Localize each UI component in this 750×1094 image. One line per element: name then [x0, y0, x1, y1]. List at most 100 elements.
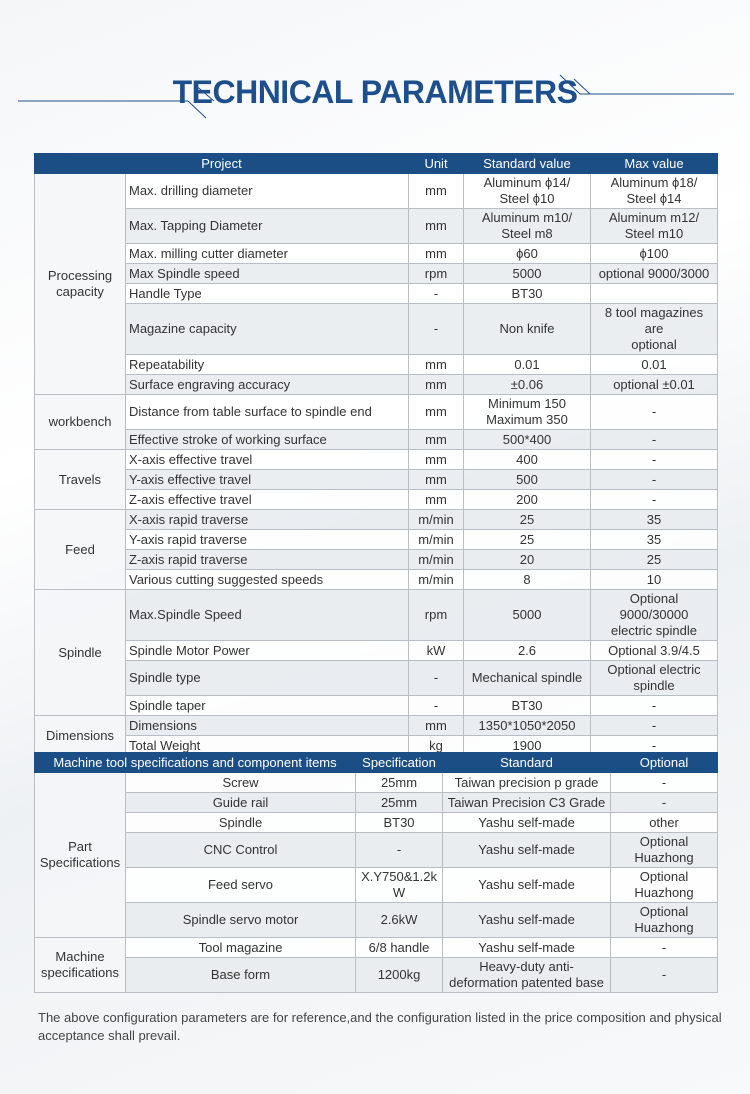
table-row: Part Specifications Screw 25mm Taiwan precis…	[34, 772, 719, 938]
table-row: workbench Distance from table surface to …	[34, 394, 718, 450]
header-cell: Standard value	[463, 153, 591, 174]
parameter-table: Project Unit Standard value Max value Proces…	[34, 153, 718, 756]
table-cell	[590, 283, 718, 304]
group-cell: Machine specifications	[34, 937, 126, 993]
cell-line: Steel ϕ14	[626, 191, 682, 206]
table-cell: Repeatability	[125, 354, 409, 375]
table-cell: Mechanical spindle	[463, 660, 591, 696]
table-cell: 2.6kW	[355, 902, 444, 938]
group-cell: workbench	[34, 394, 126, 450]
table-row: Max. milling cutter diameter mm ϕ60 ϕ100	[35, 243, 718, 264]
table-cell: BT30	[463, 283, 591, 304]
group-cell: Travels	[34, 449, 126, 510]
table-cell: 25mm	[355, 792, 444, 813]
table-row: Magazine capacity - Non knife 8 tool magazi…	[35, 303, 718, 355]
cell-line: Optional electric	[607, 662, 701, 677]
table-cell: 8	[463, 569, 591, 590]
table-cell: BT30	[463, 695, 591, 716]
table-cell: -	[610, 937, 719, 958]
table-cell: 25	[463, 529, 591, 550]
table-cell: 25	[590, 549, 718, 570]
table-cell: 2.6	[463, 640, 591, 661]
table-cell: Z-axis rapid traverse	[125, 549, 409, 570]
table-cell: Various cutting suggested speeds	[125, 569, 409, 590]
table-row: Feed servo X.Y750&1.2k W Yashu self-made Opt…	[35, 867, 719, 903]
cell-line: Steel m10	[624, 226, 684, 241]
cell-line: 8 tool magazines are	[604, 305, 704, 336]
table-cell: Distance from table surface to spindle e…	[125, 394, 409, 430]
table-cell: Optional Huazhong	[610, 832, 719, 868]
cell-line: Optional	[639, 834, 689, 849]
table-cell: mm	[408, 715, 464, 736]
table-cell: -	[590, 695, 718, 716]
group-cell: Feed	[34, 509, 126, 590]
table-cell: 5000	[463, 589, 591, 641]
table-cell: Guide rail	[124, 792, 357, 813]
rule	[559, 74, 734, 95]
table-row: Base form 1200kg Heavy-duty anti-deformati…	[35, 957, 719, 993]
table-row: Spindle BT30 Yashu self-made other	[35, 812, 719, 833]
cell-line: Minimum 150	[487, 396, 567, 411]
table-cell: Max Spindle speed	[125, 263, 409, 284]
header-cell: Specification	[355, 752, 444, 773]
cell-line: Machine	[55, 949, 105, 964]
table-cell: Effective stroke of working surface	[125, 429, 409, 450]
table-cell: 25mm	[355, 772, 444, 793]
table-cell: BT30	[355, 812, 444, 833]
header-cell: Optional	[610, 752, 719, 773]
cell-line: Heavy-duty anti-	[479, 959, 574, 974]
table-cell: Yashu self-made	[442, 832, 612, 868]
table-row: Spindle Motor Power kW 2.6 Optional 3.9/4.5	[35, 640, 718, 661]
table-cell: -	[408, 303, 464, 355]
cell-line: Optional	[639, 869, 689, 884]
cell-line: Steel ϕ10	[499, 191, 555, 206]
table-cell: rpm	[408, 589, 464, 641]
table-row: Z-axis rapid traverse m/min 20 25	[35, 549, 718, 570]
table-cell: Yashu self-made	[442, 937, 612, 958]
table-cell: Optional electric spindle	[590, 660, 718, 696]
table-cell: Aluminum ϕ18/Steel ϕ14	[590, 173, 718, 209]
page-title: TECHNICAL PARAMETERS	[172, 74, 578, 110]
table-cell: ±0.06	[463, 374, 591, 395]
cell-line: W	[392, 885, 406, 900]
table-row: Repeatability mm 0.01 0.01	[35, 354, 718, 375]
table-row: Spindle taper - BT30-	[35, 695, 718, 716]
table-cell: Yashu self-made	[442, 812, 612, 833]
table-cell: m/min	[408, 509, 464, 530]
table-cell: 6/8 handle	[355, 937, 444, 958]
table-cell: 35	[590, 529, 718, 550]
table-row: Max. Tapping Diameter mm Aluminum m10/Stee…	[35, 208, 718, 244]
table-row: Machine specifications Tool magazine 6/8 ha…	[34, 937, 719, 993]
table-cell: Y-axis effective travel	[125, 469, 409, 490]
group-cell: Spindle	[34, 589, 126, 716]
table-cell: 8 tool magazines are optional	[590, 303, 718, 355]
table-cell: Minimum 150 Maximum 350	[463, 394, 591, 430]
table-cell: 1350*1050*2050	[463, 715, 591, 736]
table-cell: ϕ100	[590, 243, 718, 264]
table-row: Dimensions Dimensions mm 1350*1050*2050-	[34, 715, 718, 756]
rule	[573, 78, 591, 95]
cell-line: Aluminum ϕ14/	[483, 175, 571, 190]
table-cell: Taiwan precision p grade	[442, 772, 612, 793]
table-cell: Surface engraving accuracy	[125, 374, 409, 395]
table-cell: m/min	[408, 549, 464, 570]
table-cell: mm	[408, 394, 464, 430]
cell-line: optional	[631, 337, 677, 352]
table-cell: mm	[408, 449, 464, 470]
table-cell: -	[590, 735, 718, 756]
group-cell: Dimensions	[34, 715, 126, 756]
table-row: Spindle type - Mechanical spindle Optional …	[35, 660, 718, 696]
table-cell: mm	[408, 208, 464, 244]
table-cell: Spindle servo motor	[124, 902, 357, 938]
cell-line: Aluminum m12/	[608, 210, 700, 225]
table-row: Max Spindle speed rpm 5000 optional 9000/30…	[35, 263, 718, 284]
table-cell: mm	[408, 243, 464, 264]
table-cell: -	[590, 715, 718, 736]
cell-line: Maximum 350	[486, 412, 568, 427]
table-row: Effective stroke of working surface mm 500…	[35, 429, 718, 450]
table-cell: Aluminum m12/Steel m10	[590, 208, 718, 244]
table-cell: -	[590, 429, 718, 450]
table-cell: 1200kg	[355, 957, 444, 993]
rule	[187, 100, 207, 119]
